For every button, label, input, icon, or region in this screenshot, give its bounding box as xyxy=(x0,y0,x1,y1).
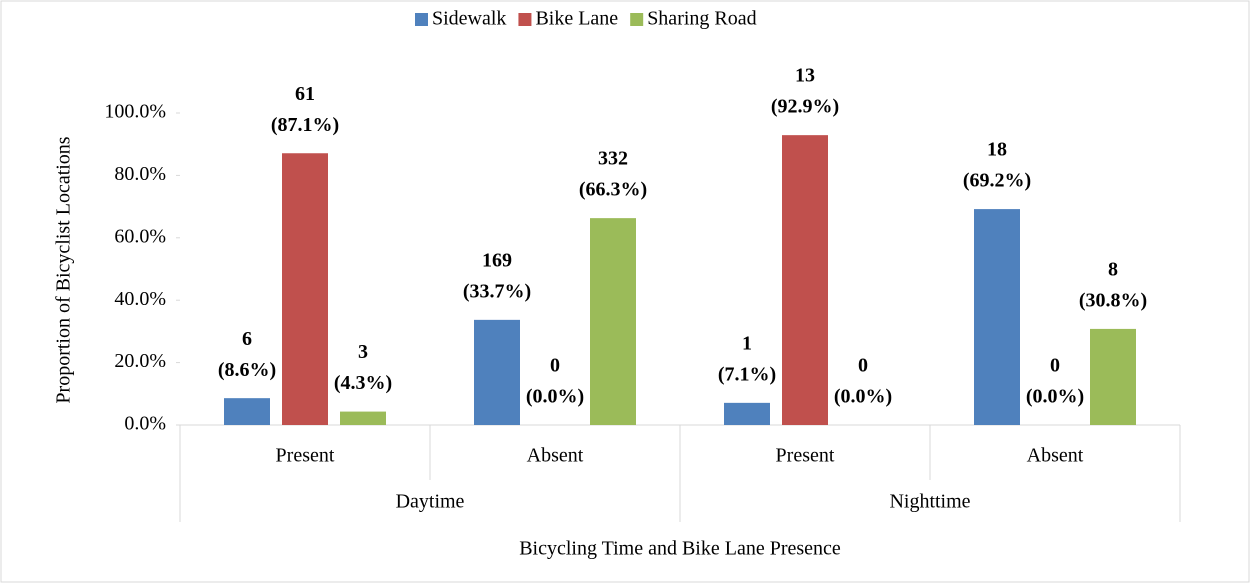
legend-label: Bike Lane xyxy=(535,8,618,30)
data-label: (7.1%) xyxy=(718,363,776,385)
data-label: 0 xyxy=(1050,355,1060,377)
group-label: Daytime xyxy=(396,491,465,513)
bar xyxy=(974,209,1020,425)
data-label: 0 xyxy=(858,355,868,377)
legend-swatch xyxy=(518,13,532,26)
y-axis-title: Proportion of Bicyclist Locations xyxy=(53,136,75,403)
data-label: 18 xyxy=(987,139,1007,161)
legend-label: Sharing Road xyxy=(647,8,756,30)
bar xyxy=(224,398,270,425)
data-label: (0.0%) xyxy=(834,386,892,408)
data-label: (66.3%) xyxy=(579,179,647,201)
legend-swatch xyxy=(630,13,644,26)
x-tick-label: Absent xyxy=(1027,445,1084,467)
bar xyxy=(1090,328,1136,425)
data-label: 0 xyxy=(550,355,560,377)
data-label: (33.7%) xyxy=(463,280,531,302)
bar xyxy=(724,402,770,425)
data-label: (30.8%) xyxy=(1079,289,1147,311)
legend-swatch xyxy=(415,13,428,26)
data-label: (0.0%) xyxy=(1026,386,1084,408)
x-tick-label: Present xyxy=(776,445,835,467)
data-label: (0.0%) xyxy=(526,386,584,408)
data-label: (4.3%) xyxy=(334,372,392,394)
group-label: Nighttime xyxy=(889,491,970,513)
x-axis-title: Bicycling Time and Bike Lane Presence xyxy=(519,538,841,560)
bar xyxy=(340,411,386,425)
data-label: (8.6%) xyxy=(218,359,276,381)
bar xyxy=(474,319,520,425)
bar xyxy=(590,218,636,425)
data-label: (69.2%) xyxy=(963,170,1031,192)
legend-label: Sidewalk xyxy=(432,8,506,30)
y-tick-label: 100.0% xyxy=(104,101,166,123)
y-tick-label: 40.0% xyxy=(114,288,166,310)
y-tick-label: 80.0% xyxy=(114,163,166,185)
bar xyxy=(282,153,328,426)
data-label: 13 xyxy=(795,65,815,87)
bar xyxy=(782,135,828,426)
x-tick-label: Absent xyxy=(527,445,584,467)
y-tick-label: 60.0% xyxy=(114,225,166,247)
data-label: 3 xyxy=(358,341,368,363)
data-label: (87.1%) xyxy=(271,114,339,136)
data-label: 332 xyxy=(598,148,628,170)
data-label: 6 xyxy=(242,328,252,350)
y-tick-label: 0.0% xyxy=(124,413,166,435)
x-tick-label: Present xyxy=(276,445,335,467)
data-label: 1 xyxy=(742,332,752,354)
data-label: (92.9%) xyxy=(771,96,839,118)
y-tick-label: 20.0% xyxy=(114,350,166,372)
data-label: 169 xyxy=(482,249,512,271)
data-label: 8 xyxy=(1108,258,1118,280)
data-label: 61 xyxy=(295,83,315,105)
